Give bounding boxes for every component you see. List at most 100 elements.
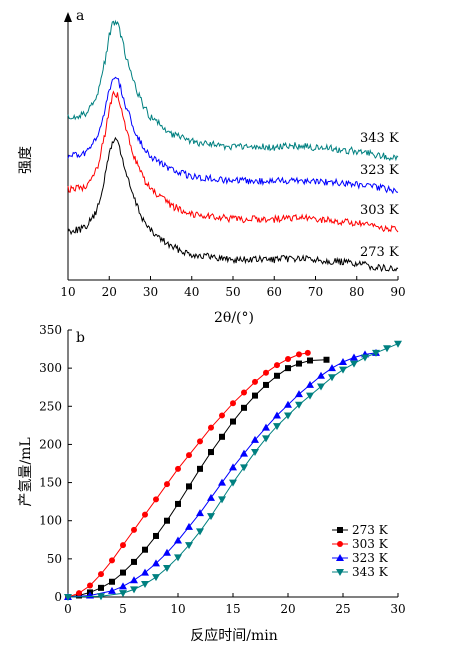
panel-b-point-0 [175, 500, 181, 507]
panel-b-series-line-1 [67, 352, 308, 598]
panel-b-point-1 [120, 542, 126, 549]
panel-b-point-3 [328, 374, 336, 382]
panel-b-point-0 [307, 357, 313, 364]
panel-b-point-1 [219, 412, 225, 419]
panel-a-series-3 [67, 19, 399, 162]
panel-b-point-1 [164, 481, 170, 488]
panel-b-point-1 [296, 351, 302, 358]
panel-a-y-arrow [64, 12, 72, 22]
panel-b-point-2 [240, 449, 248, 457]
panel-b-point-2 [229, 463, 237, 471]
panel-b-point-3 [185, 542, 193, 550]
panel-b-ytick-label: 100 [39, 514, 62, 528]
panel-b-point-3 [152, 574, 160, 582]
legend-marker-2 [336, 554, 344, 561]
panel-b-xtick-label: 10 [170, 602, 185, 616]
panel-b-point-3 [383, 345, 391, 353]
panel-b-point-3 [130, 586, 138, 594]
panel-b-point-0 [186, 483, 192, 490]
panel-b-point-2 [295, 390, 303, 398]
panel-b-point-3 [372, 349, 380, 357]
panel-b-point-2 [317, 371, 325, 379]
panel-b-label: b [76, 330, 85, 346]
panel-a-xtick-label: 30 [143, 285, 158, 299]
panel-b-series-line-3 [67, 343, 399, 598]
panel-b-xtick-label: 0 [64, 602, 72, 616]
panel-b-point-2 [130, 576, 138, 584]
panel-b-point-1 [197, 438, 203, 445]
panel-b-point-1 [208, 424, 214, 431]
panel-b-point-2 [163, 548, 171, 556]
panel-b-point-1 [98, 571, 104, 578]
panel-b-xtick-label: 15 [225, 602, 240, 616]
panel-b-ytick-label: 250 [39, 399, 62, 413]
panel-b-point-1 [304, 349, 311, 356]
panel-a-xlabel: 2θ/(°) [214, 310, 254, 326]
panel-b-point-0 [296, 360, 302, 367]
panel-b-point-0 [241, 404, 247, 411]
panel-a-xtick-label: 80 [349, 285, 364, 299]
panel-b-point-2 [174, 536, 182, 544]
panel-b-point-2 [218, 478, 226, 486]
panel-b-point-3 [273, 423, 281, 431]
panel-b-point-1 [252, 378, 258, 385]
panel-a-series-0 [67, 136, 399, 273]
panel-b-point-0 [208, 449, 214, 456]
panel-b: b 产氢量/mL 反应时间/min 0 5 10 15 20 25 300501001502… [18, 323, 406, 644]
panel-b-ytick-label: 150 [39, 476, 62, 490]
panel-b-point-3 [163, 565, 171, 573]
panel-b-point-2 [262, 423, 270, 431]
panel-a-label: a [76, 8, 84, 24]
panel-b-point-1 [109, 557, 115, 564]
panel-b-point-1 [153, 496, 159, 503]
panel-b-point-2 [339, 358, 347, 366]
panel-b-point-2 [119, 582, 127, 590]
panel-b-xtick-label: 20 [280, 602, 295, 616]
panel-b-point-2 [306, 380, 314, 388]
panel-b-point-2 [185, 522, 193, 530]
panel-b-point-3 [174, 554, 182, 562]
panel-b-point-3 [240, 464, 248, 472]
panel-b-point-3 [97, 593, 105, 601]
panel-b-ytick-label: 350 [39, 323, 62, 337]
panel-b-point-0 [252, 392, 258, 399]
panel-b-point-3 [339, 366, 347, 374]
panel-b-point-0 [164, 517, 170, 524]
panel-a-series-label: 343 K [360, 131, 399, 146]
panel-a-series-label: 323 K [360, 163, 399, 178]
panel-b-ytick-label: 300 [39, 361, 62, 375]
panel-b-point-2 [196, 509, 204, 517]
panel-b-xtick-label: 25 [335, 602, 350, 616]
legend-label: 343 K [352, 565, 389, 579]
panel-b-point-1 [230, 400, 236, 407]
panel-b-point-0 [274, 372, 280, 379]
panel-b-point-3 [207, 513, 215, 521]
panel-a-xtick-label: 50 [225, 285, 240, 299]
panel-b-point-0 [131, 558, 137, 565]
panel-b-point-3 [141, 581, 149, 589]
panel-b-point-2 [251, 435, 259, 443]
panel-b-point-0 [142, 546, 148, 553]
legend-marker-0 [337, 527, 343, 533]
panel-a-series-label: 303 K [360, 203, 399, 218]
panel-b-xlabel: 反应时间/min [190, 627, 278, 644]
panel-b-point-2 [141, 568, 149, 576]
panel-b-point-3 [394, 340, 402, 348]
panel-b-series-line-0 [67, 359, 327, 598]
panel-a-series-1 [67, 90, 399, 233]
panel-b-point-0 [219, 433, 225, 440]
panel-b-point-3 [64, 594, 72, 601]
panel-a-xtick-label: 40 [184, 285, 199, 299]
panel-a-ylabel: 强度 [18, 146, 34, 174]
panel-a-xtick-label: 10 [60, 285, 75, 299]
panel-b-point-3 [295, 401, 303, 409]
legend-label: 323 K [352, 551, 389, 565]
panel-b-point-2 [207, 493, 215, 501]
legend-label: 303 K [352, 537, 389, 551]
panel-a-xtick-label: 60 [267, 285, 282, 299]
panel-b-point-1 [274, 362, 280, 369]
panel-b-point-1 [175, 465, 181, 472]
panel-b-point-2 [350, 353, 358, 361]
panel-b-ylabel: 产氢量/mL [18, 437, 34, 506]
